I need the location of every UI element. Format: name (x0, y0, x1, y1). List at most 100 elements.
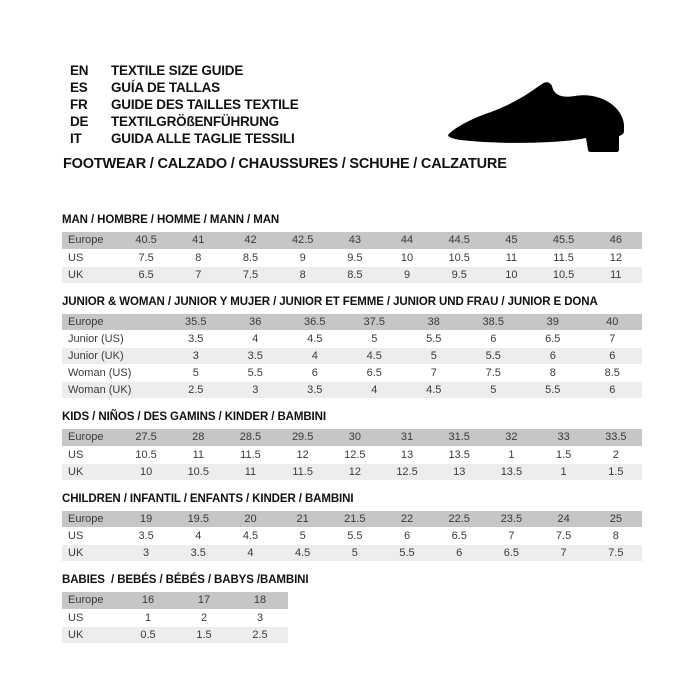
size-value-cell: 23.5 (485, 510, 538, 528)
size-value-cell: 6.5 (120, 266, 173, 284)
size-value-cell: 31.5 (433, 429, 486, 447)
size-table-title: JUNIOR & WOMAN / JUNIOR Y MUJER / JUNIOR… (62, 295, 598, 308)
size-value-cell: 11 (485, 249, 538, 267)
size-value-cell: 10.5 (433, 249, 486, 267)
row-label: Woman (US) (62, 364, 166, 382)
size-value-cell: 12 (328, 463, 381, 481)
row-label: Europe (62, 592, 120, 610)
size-value-cell: 43 (328, 232, 381, 250)
language-list: EN TEXTILE SIZE GUIDE ES GUÍA DE TALLAS FR GU… (70, 62, 299, 147)
size-table-row: US 10.5 11 11.5 12 12.5 13 13.5 1 1.5 2 (62, 446, 642, 464)
size-value-cell: 10 (380, 249, 434, 267)
size-value-cell: 11 (589, 266, 642, 284)
size-value-cell: 11.5 (276, 463, 329, 481)
size-table-row: Europe 40.5 41 42 42.5 43 44 44.5 45 45.5 46 (62, 232, 642, 250)
size-value-cell: 16 (120, 592, 176, 610)
size-value-cell: 25 (589, 510, 642, 528)
row-label: Junior (US) (62, 330, 166, 348)
size-value-cell: 6.5 (433, 527, 486, 545)
size-value-cell: 1.5 (589, 463, 642, 481)
size-table-row: Europe 16 17 18 (62, 592, 288, 610)
language-label: GUIDE DES TAILLES TEXTILE (111, 97, 299, 112)
size-value-cell: 5 (166, 364, 226, 382)
row-label: US (62, 446, 120, 464)
size-value-cell: 9.5 (433, 266, 486, 284)
size-value-cell: 7 (485, 527, 538, 545)
size-value-cell: 8 (276, 266, 329, 284)
size-value-cell: 13 (380, 446, 434, 464)
size-value-cell: 28.5 (224, 429, 277, 447)
language-row: DE TEXTILGRÖßENFÜHRUNG (70, 113, 299, 130)
size-value-cell: 7.5 (463, 364, 523, 382)
size-value-cell: 6 (285, 364, 345, 382)
size-value-cell: 40 (582, 313, 642, 331)
size-table-row: Junior (US) 3.5 4 4.5 5 5.5 6 6.5 7 (62, 330, 642, 348)
size-value-cell: 3 (225, 381, 285, 399)
language-code: FR (70, 97, 88, 112)
size-value-cell: 21 (276, 510, 329, 528)
size-value-cell: 6 (582, 347, 642, 365)
size-value-cell: 36.5 (285, 313, 345, 331)
size-value-cell: 5.5 (225, 364, 285, 382)
size-table-section: CHILDREN / INFANTIL / ENFANTS / KINDER /… (62, 493, 642, 562)
size-value-cell: 8.5 (328, 266, 381, 284)
size-value-cell: 28 (172, 429, 225, 447)
size-value-cell: 18 (232, 592, 288, 610)
size-value-cell: 5 (404, 347, 464, 365)
size-value-cell: 7.5 (537, 527, 590, 545)
category-title: FOOTWEAR / CALZADO / CHAUSSURES / SCHUHE… (63, 156, 507, 172)
size-value-cell: 33.5 (589, 429, 642, 447)
size-value-cell: 24 (537, 510, 590, 528)
language-row: FR GUIDE DES TAILLES TEXTILE (70, 96, 299, 113)
size-value-cell: 1 (537, 463, 590, 481)
size-value-cell: 10.5 (120, 446, 173, 464)
size-value-cell: 2.5 (166, 381, 226, 399)
size-value-cell: 10 (120, 463, 173, 481)
size-table-row: US 7.5 8 8.5 9 9.5 10 10.5 11 11.5 12 (62, 249, 642, 267)
size-value-cell: 3 (120, 544, 173, 562)
size-tables: MAN / HOMBRE / HOMME / MANN / MAN Europe 4… (62, 214, 642, 656)
size-table-row: US 3.5 4 4.5 5 5.5 6 6.5 7 7.5 8 (62, 527, 642, 545)
size-value-cell: 8.5 (582, 364, 642, 382)
row-label: Europe (62, 313, 166, 331)
language-code: DE (70, 114, 89, 129)
size-value-cell: 19.5 (172, 510, 225, 528)
size-value-cell: 7 (172, 266, 225, 284)
size-value-cell: 44 (380, 232, 434, 250)
language-label: GUIDA ALLE TAGLIE TESSILI (111, 131, 295, 146)
row-label: Woman (UK) (62, 381, 166, 399)
size-value-cell: 12.5 (380, 463, 434, 481)
size-table-row: UK 6.5 7 7.5 8 8.5 9 9.5 10 10.5 11 (62, 266, 642, 284)
size-value-cell: 4.5 (404, 381, 464, 399)
size-value-cell: 8 (523, 364, 583, 382)
size-value-cell: 6.5 (344, 364, 404, 382)
size-value-cell: 3.5 (172, 544, 225, 562)
size-value-cell: 42.5 (276, 232, 329, 250)
size-value-cell: 4 (224, 544, 277, 562)
size-value-cell: 4.5 (224, 527, 277, 545)
size-value-cell: 6 (433, 544, 486, 562)
size-value-cell: 5 (276, 527, 329, 545)
size-value-cell: 3 (166, 347, 226, 365)
size-value-cell: 45.5 (537, 232, 590, 250)
size-value-cell: 17 (176, 592, 232, 610)
size-value-cell: 31 (380, 429, 434, 447)
size-value-cell: 11 (224, 463, 277, 481)
row-label: US (62, 527, 120, 545)
size-table: Europe 19 19.5 20 21 21.5 22 22.5 23.5 24 25 US 3.5 4… (62, 510, 642, 562)
size-value-cell: 1.5 (537, 446, 590, 464)
size-value-cell: 5.5 (328, 527, 381, 545)
row-label: Europe (62, 232, 120, 250)
size-value-cell: 12 (589, 249, 642, 267)
language-code: ES (70, 80, 88, 95)
size-table-title: MAN / HOMBRE / HOMME / MANN / MAN (62, 214, 280, 226)
size-value-cell: 29.5 (276, 429, 329, 447)
size-value-cell: 38 (404, 313, 464, 331)
size-value-cell: 38.5 (463, 313, 523, 331)
language-code: EN (70, 63, 89, 78)
size-table: Europe 16 17 18 US 1 2 3 UK 0.5 1.5 2.5 (62, 592, 288, 644)
size-value-cell: 4 (344, 381, 404, 399)
size-value-cell: 10.5 (537, 266, 590, 284)
size-table-title: KIDS / NIÑOS / DES GAMINS / KINDER / BAM… (62, 411, 326, 423)
